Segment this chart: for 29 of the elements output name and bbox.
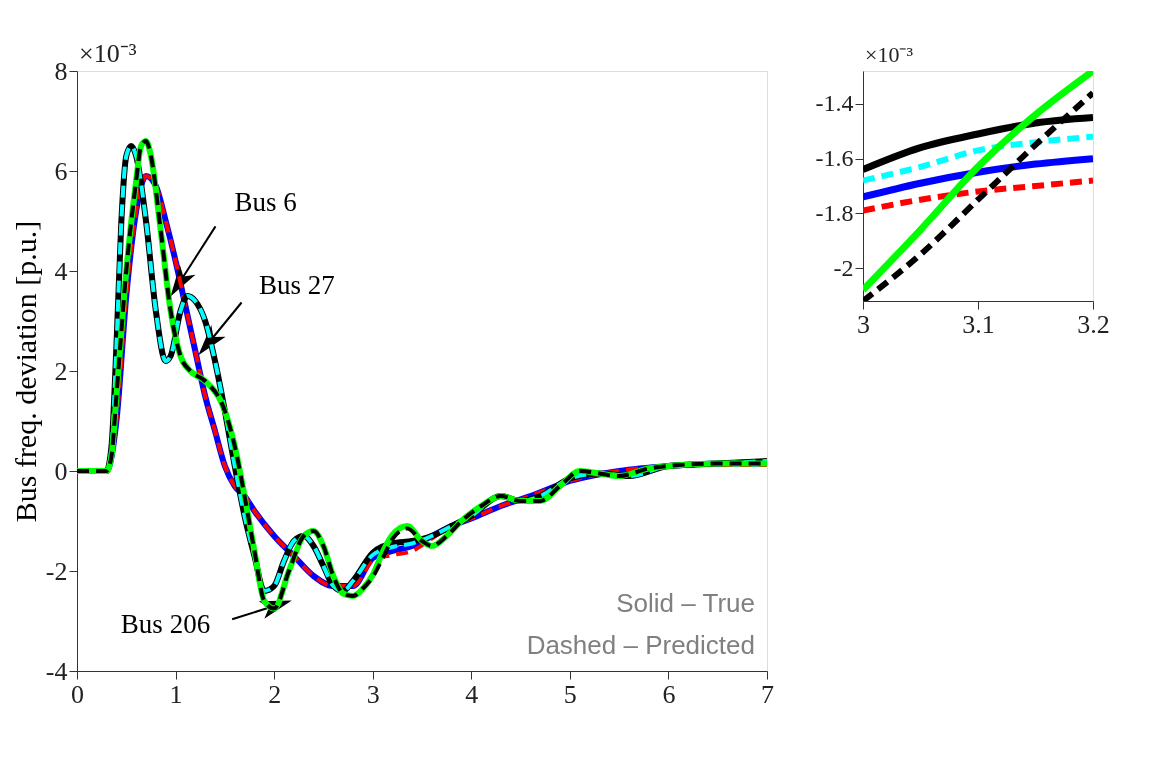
y-tick-label: 4 xyxy=(54,256,68,286)
annotation: Dashed – Predicted xyxy=(526,630,755,660)
y-tick-label: -2 xyxy=(45,556,68,586)
text: ×10⁻³ xyxy=(79,39,137,68)
x-tick-label: 3 xyxy=(857,309,870,339)
annotation: Bus 27 xyxy=(259,270,335,300)
y-tick-label: 2 xyxy=(54,356,68,386)
x-tick-label: 2 xyxy=(268,679,282,709)
y-tick-label: -4 xyxy=(45,656,68,686)
y-tick-label: 0 xyxy=(54,456,68,486)
x-tick-label: 7 xyxy=(761,679,774,709)
text: ×10⁻³ xyxy=(865,42,914,67)
annotation: Bus 206 xyxy=(120,609,211,639)
y-tick-label: -2 xyxy=(833,254,854,281)
x-tick-label: 3 xyxy=(366,679,380,709)
annotation: Solid – True xyxy=(616,588,755,618)
x-tick-label: 1 xyxy=(169,679,183,709)
x-tick-label: 3.1 xyxy=(962,309,995,339)
y-tick-label: 6 xyxy=(54,156,68,186)
y-tick-label: -1.8 xyxy=(815,199,854,226)
annotation: Bus 6 xyxy=(234,187,297,217)
x-tick-label: 6 xyxy=(662,679,676,709)
y-tick-label: -1.4 xyxy=(815,90,854,117)
y-tick-label: 8 xyxy=(54,56,68,86)
x-tick-label: 4 xyxy=(465,679,479,709)
x-tick-label: 5 xyxy=(563,679,577,709)
y-tick-label: -1.6 xyxy=(815,145,854,172)
y-axis-title: Bus freq. deviation [p.u.] xyxy=(8,220,42,523)
x-tick-label: 3.2 xyxy=(1077,309,1110,339)
